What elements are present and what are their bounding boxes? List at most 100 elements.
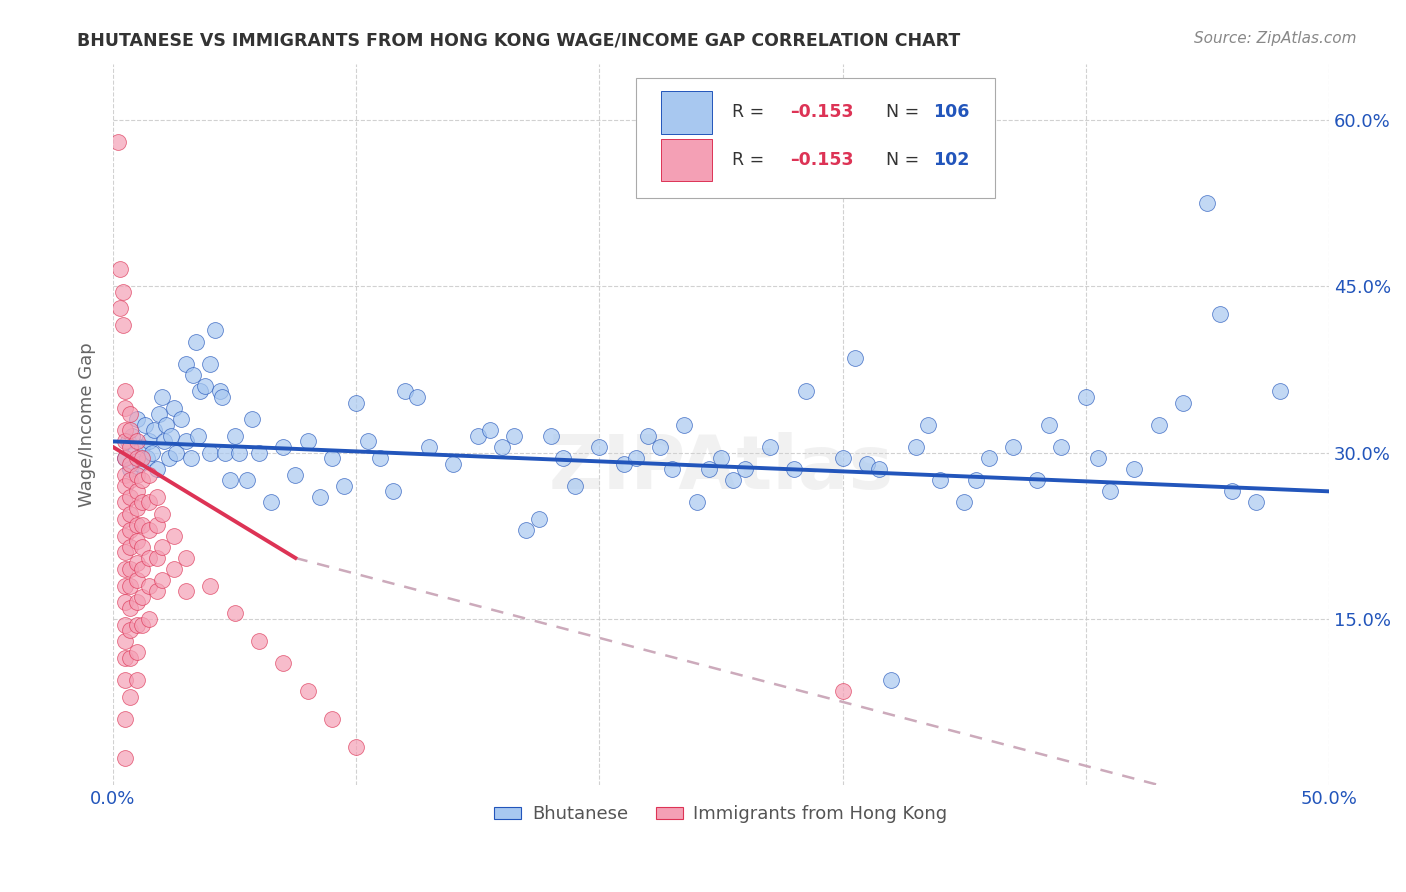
Point [650, 440, 672, 454]
Point [131, 617, 153, 632]
Point [174, 550, 197, 565]
Point [211, 390, 233, 404]
Point [758, 440, 780, 454]
Point [235, 473, 257, 487]
Point [150, 540, 173, 554]
Point [114, 451, 136, 466]
Point [131, 440, 153, 454]
Text: ZIPAtlas: ZIPAtlas [548, 432, 894, 505]
Point [1197, 195, 1219, 210]
Point [624, 451, 647, 466]
Point [783, 462, 806, 476]
Point [868, 462, 890, 476]
Point [155, 417, 177, 432]
Point [181, 368, 204, 382]
Point [297, 684, 319, 698]
Point [118, 623, 141, 637]
Point [218, 473, 240, 487]
Point [224, 607, 246, 621]
Point [953, 495, 976, 509]
Point [114, 434, 136, 449]
Point [965, 473, 987, 487]
Point [138, 467, 160, 482]
Point [150, 573, 173, 587]
Point [153, 434, 176, 449]
Point [370, 451, 392, 466]
Point [734, 462, 756, 476]
Point [200, 445, 222, 459]
Text: R =: R = [733, 151, 769, 169]
Point [1038, 417, 1060, 432]
Point [228, 445, 250, 459]
Point [613, 457, 636, 471]
Point [540, 429, 562, 443]
Point [165, 445, 187, 459]
Point [928, 473, 950, 487]
Y-axis label: Wage/Income Gap: Wage/Income Gap [79, 343, 96, 508]
Point [321, 712, 343, 726]
Point [131, 540, 153, 554]
Point [145, 550, 167, 565]
Text: –0.153: –0.153 [790, 151, 853, 169]
FancyBboxPatch shape [661, 139, 713, 181]
Point [114, 673, 136, 687]
Point [114, 495, 136, 509]
Point [321, 451, 343, 466]
Point [443, 457, 465, 471]
Point [194, 379, 217, 393]
Point [174, 357, 197, 371]
Point [127, 673, 149, 687]
Point [127, 534, 149, 549]
Point [114, 712, 136, 726]
Point [134, 417, 156, 432]
Point [685, 495, 707, 509]
Point [138, 612, 160, 626]
Point [131, 590, 153, 604]
Point [1147, 417, 1170, 432]
Point [271, 440, 294, 454]
Point [118, 540, 141, 554]
Point [831, 451, 853, 466]
Point [1270, 384, 1292, 399]
Text: BHUTANESE VS IMMIGRANTS FROM HONG KONG WAGE/INCOME GAP CORRELATION CHART: BHUTANESE VS IMMIGRANTS FROM HONG KONG W… [77, 31, 960, 49]
FancyBboxPatch shape [636, 78, 994, 197]
Point [721, 473, 744, 487]
Text: R =: R = [733, 103, 769, 121]
Point [118, 462, 141, 476]
Point [344, 739, 367, 754]
Point [163, 401, 186, 416]
Point [118, 457, 141, 471]
Point [121, 429, 143, 443]
Point [118, 690, 141, 704]
Point [160, 429, 183, 443]
Point [527, 512, 550, 526]
Point [418, 440, 440, 454]
Point [150, 390, 173, 404]
Point [114, 384, 136, 399]
Point [406, 390, 429, 404]
Point [381, 484, 404, 499]
Point [297, 434, 319, 449]
Point [503, 429, 526, 443]
Point [114, 479, 136, 493]
Point [110, 301, 132, 316]
Point [114, 401, 136, 416]
Point [114, 634, 136, 648]
Point [127, 434, 149, 449]
Point [145, 584, 167, 599]
Legend: Bhutanese, Immigrants from Hong Kong: Bhutanese, Immigrants from Hong Kong [486, 798, 955, 830]
Point [190, 384, 212, 399]
Point [1220, 484, 1243, 499]
Text: Source: ZipAtlas.com: Source: ZipAtlas.com [1194, 31, 1357, 46]
Point [127, 501, 149, 516]
Point [170, 412, 193, 426]
Point [118, 650, 141, 665]
Point [187, 429, 209, 443]
Point [114, 579, 136, 593]
Point [127, 617, 149, 632]
Point [224, 429, 246, 443]
Point [114, 617, 136, 632]
Point [200, 357, 222, 371]
Point [110, 262, 132, 277]
Point [917, 417, 939, 432]
